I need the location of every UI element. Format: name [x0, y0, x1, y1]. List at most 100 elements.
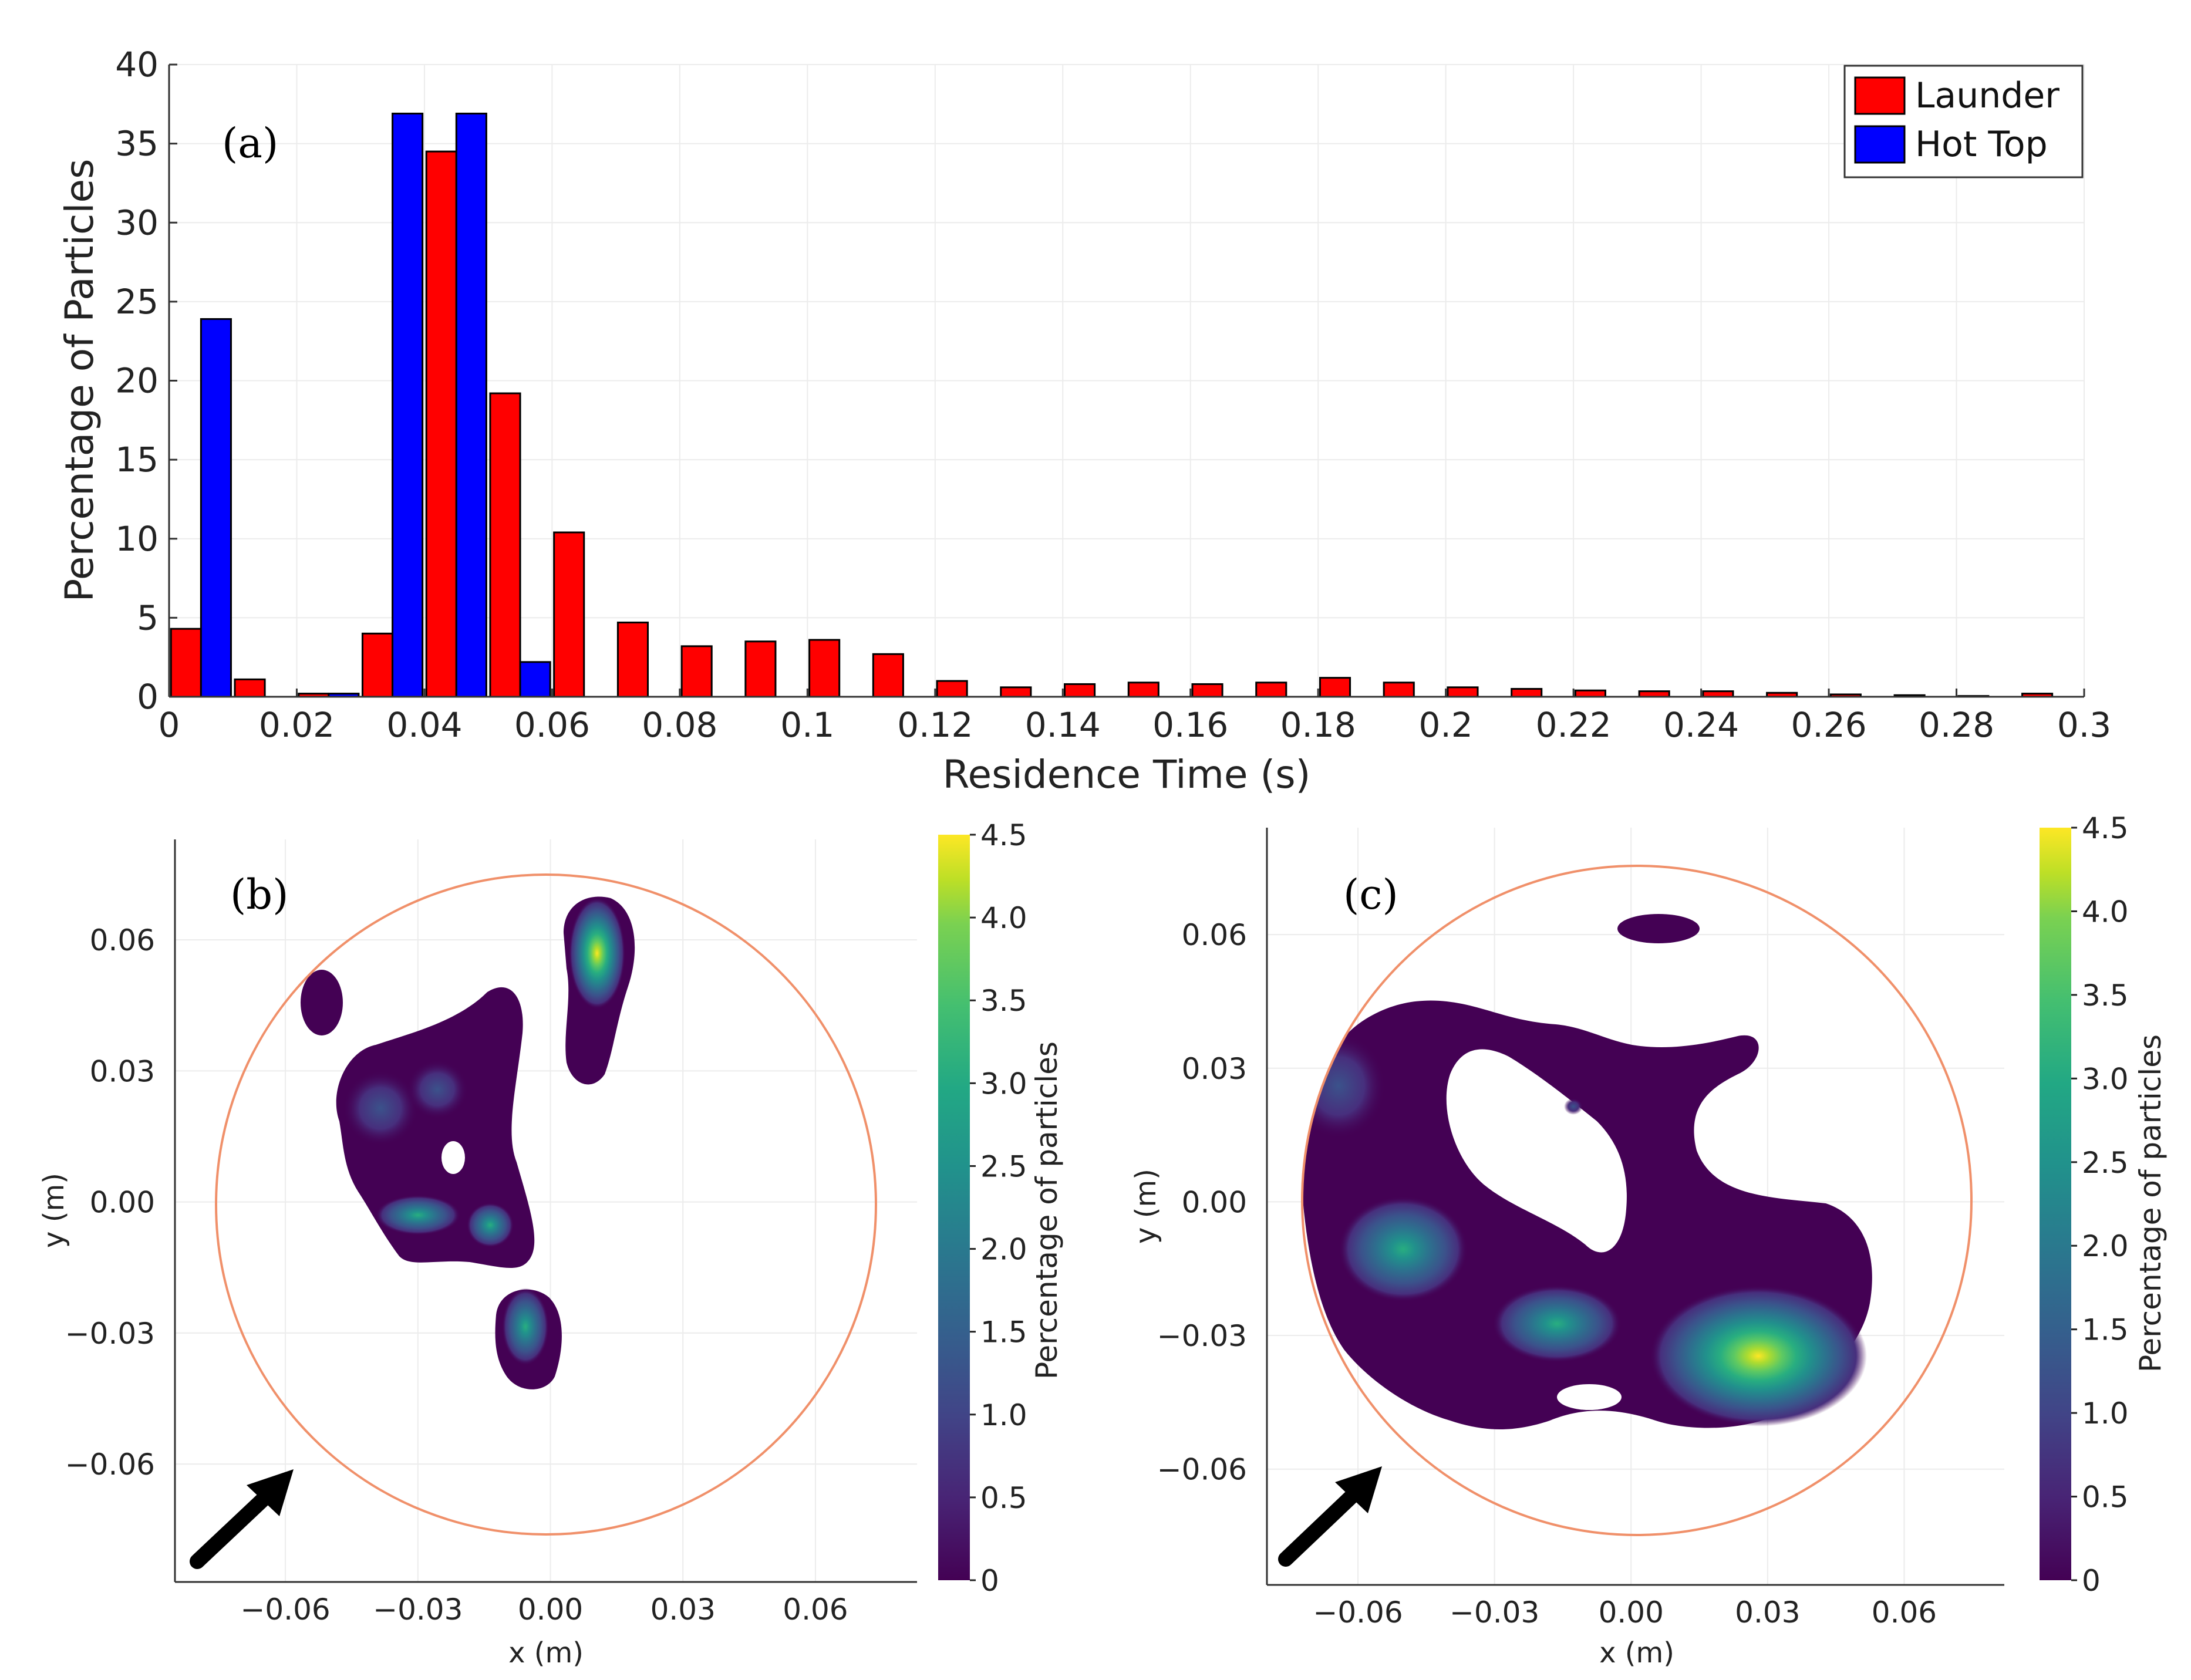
legend-swatch-launder [1854, 76, 1906, 115]
x-tick-label: 0.06 [1872, 1595, 1937, 1630]
colorbar-tick-label: 4.5 [980, 818, 1027, 852]
x-tick-label: 0.26 [1791, 705, 1866, 745]
bar-launder [680, 645, 713, 698]
x-tick-label: 0.12 [897, 705, 973, 745]
legend: Launder Hot Top [1843, 65, 2084, 178]
bar-launder [808, 639, 841, 698]
density-peak [502, 1288, 549, 1365]
contour-c-x-axis-title: x (m) [1599, 1637, 1674, 1669]
colorbar-gradient [2040, 828, 2071, 1580]
y-tick-label: 20 [115, 361, 159, 401]
contour-b-colorbar: 0 0.5 1.0 1.5 2.0 2.5 3.0 3.5 4.0 4.5 Percentage … [938, 818, 1064, 1598]
x-tick-label: 0.03 [650, 1593, 716, 1627]
contour-c-boundary-circle [1301, 865, 1973, 1536]
density-region [1617, 914, 1700, 943]
x-tick-label: 0.22 [1536, 705, 1612, 745]
y-tick-label: −0.03 [65, 1317, 155, 1351]
density-region [301, 970, 343, 1035]
x-tick-label: 0.1 [780, 705, 834, 745]
y-tick-label: 0.06 [1182, 918, 1247, 952]
x-tick-label: 0.06 [514, 705, 590, 745]
density-peak [376, 1195, 460, 1235]
bar-hot-top [519, 661, 551, 698]
density-hole [441, 1141, 465, 1174]
contour-b-boundary-circle [215, 873, 877, 1536]
colorbar-tick-label: 4.0 [980, 901, 1027, 935]
legend-label-launder: Launder [1915, 75, 2059, 116]
contour-b-gridlines [175, 839, 917, 1582]
y-tick-label: 0.00 [1182, 1185, 1247, 1219]
y-tick-label: 30 [115, 203, 159, 242]
y-tick-label: 10 [115, 519, 159, 559]
bar-launder [425, 150, 457, 698]
bar-launder [1191, 683, 1223, 698]
bar-launder [1383, 682, 1415, 698]
colorbar-tick-label: 0 [2082, 1564, 2101, 1598]
bar-launder [1574, 689, 1606, 698]
y-tick-label: 5 [137, 598, 159, 637]
x-tick-label: −0.06 [240, 1593, 330, 1627]
x-tick-label: −0.06 [1313, 1595, 1403, 1630]
density-peak [1650, 1286, 1867, 1426]
colorbar-tick-label: 0.5 [980, 1481, 1027, 1515]
bar-launder [1319, 677, 1351, 698]
contour-b-y-ticks: 0.06 0.03 0.00 −0.03 −0.06 [65, 923, 155, 1482]
y-tick-label: −0.03 [1157, 1319, 1247, 1353]
density-peak [1564, 1098, 1583, 1115]
colorbar-tick-label: 2.0 [2082, 1229, 2129, 1263]
density-hole [1446, 1049, 1627, 1253]
colorbar-ticks: 0 0.5 1.0 1.5 2.0 2.5 3.0 3.5 4.0 4.5 [970, 818, 1027, 1598]
contour-c-y-ticks: 0.06 0.03 0.00 −0.03 −0.06 [1157, 918, 1247, 1487]
colorbar-tick-label: 2.5 [2082, 1146, 2129, 1180]
colorbar-tick-label: 0 [980, 1564, 999, 1598]
panel-label-c: (c) [1343, 871, 1398, 919]
y-tick-label: −0.06 [65, 1448, 155, 1482]
density-peak [1492, 1285, 1622, 1362]
contour-c-x-ticks: −0.06 −0.03 0.00 0.03 0.06 [1313, 1595, 1937, 1630]
density-region [336, 987, 535, 1268]
density-peak [569, 898, 625, 1009]
y-tick-label: 25 [115, 282, 159, 322]
density-peak [467, 1203, 514, 1247]
bar-hot-top [200, 318, 232, 698]
x-tick-label: 0.24 [1663, 705, 1739, 745]
legend-swatch-hot-top [1854, 125, 1906, 164]
colorbar-tick-label: 1.5 [2082, 1313, 2129, 1347]
bar-launder [616, 621, 649, 698]
colorbar-tick-label: 3.5 [980, 984, 1027, 1018]
contour-c-flow-arrow-icon [1278, 1466, 1382, 1567]
bar-launder [1064, 683, 1096, 698]
contour-c-colorbar: 0 0.5 1.0 1.5 2.0 2.5 3.0 3.5 4.0 4.5 Percentage … [2040, 811, 2168, 1598]
contour-panel-c: −0.06 −0.03 0.00 0.03 0.06 0.06 0.03 0.00 −0.03… [1130, 811, 2168, 1669]
bar-launder [553, 531, 585, 698]
x-tick-label: 0.14 [1025, 705, 1101, 745]
x-tick-label: −0.03 [373, 1593, 463, 1627]
colorbar-ticks: 0 0.5 1.0 1.5 2.0 2.5 3.0 3.5 4.0 4.5 [2071, 811, 2129, 1598]
x-tick-label: 0.03 [1735, 1595, 1800, 1630]
bar-launder [1255, 682, 1287, 698]
contour-b-y-axis-title: y (m) [38, 1173, 70, 1248]
density-peak [407, 1060, 468, 1119]
bar-launder [1511, 688, 1543, 698]
histogram-bars [170, 112, 2054, 698]
contour-panel-b: −0.06 −0.03 0.00 0.03 0.06 0.06 0.03 0.00 −0.03… [38, 818, 1064, 1669]
y-tick-label: 35 [115, 124, 159, 164]
y-tick-label: 0.06 [90, 923, 155, 957]
bar-launder [1447, 686, 1479, 698]
y-tick-label: 0.03 [1182, 1052, 1247, 1086]
y-tick-label: 0.00 [90, 1186, 155, 1220]
bar-launder [170, 628, 202, 698]
colorbar-tick-label: 3.0 [980, 1067, 1027, 1101]
colorbar-label: Percentage of particles [1030, 1041, 1064, 1379]
histogram-gridlines [168, 64, 2085, 697]
colorbar-tick-label: 4.0 [2082, 895, 2129, 929]
bar-launder [744, 640, 777, 698]
x-tick-label: 0.2 [1419, 705, 1473, 745]
x-tick-label: 0.08 [642, 705, 717, 745]
y-tick-label: −0.06 [1157, 1453, 1247, 1487]
x-tick-label: 0.16 [1152, 705, 1228, 745]
panel-label-a: (a) [222, 119, 278, 167]
x-tick-label: 0.04 [386, 705, 462, 745]
bar-hot-top [392, 112, 424, 698]
bar-launder [234, 678, 266, 698]
